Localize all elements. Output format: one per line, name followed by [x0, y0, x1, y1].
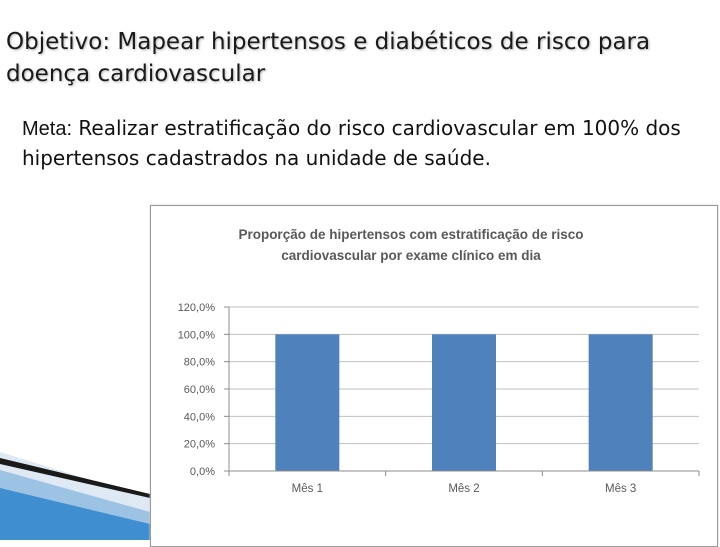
x-tick-label: Mês 2 [448, 483, 479, 495]
y-tick-label: 80,0% [184, 357, 215, 369]
y-tick-label: 100,0% [178, 329, 216, 341]
x-tick-label: Mês 1 [292, 483, 323, 495]
bar [275, 334, 340, 471]
chart-title: Proporção de hipertensos com estratifica… [238, 227, 584, 263]
bar [432, 334, 496, 471]
bar [588, 334, 653, 471]
y-tick-label: 0,0% [190, 466, 215, 478]
slide-objective: Objetivo: Mapear hipertensos e diabético… [6, 29, 651, 87]
bar-chart: 0,0% 20,0% 40,0% 60,0% 80,0% 100,0% 120,0% Mês … [178, 302, 700, 495]
y-tick-label: 120,0% [178, 302, 216, 314]
slide-corner-decoration [0, 452, 150, 540]
x-tick-label: Mês 3 [605, 483, 636, 495]
y-tick-label: 20,0% [184, 439, 215, 451]
meta-label: Meta: [22, 118, 73, 140]
meta-text: Realizar estratificação do risco cardiov… [22, 116, 681, 170]
slide-meta: Meta: Realizar estratificação do risco c… [22, 114, 712, 173]
y-tick-label: 40,0% [184, 411, 215, 423]
y-tick-label: 60,0% [184, 384, 215, 396]
chart-frame: Proporção de hipertensos com estratifica… [150, 205, 718, 547]
